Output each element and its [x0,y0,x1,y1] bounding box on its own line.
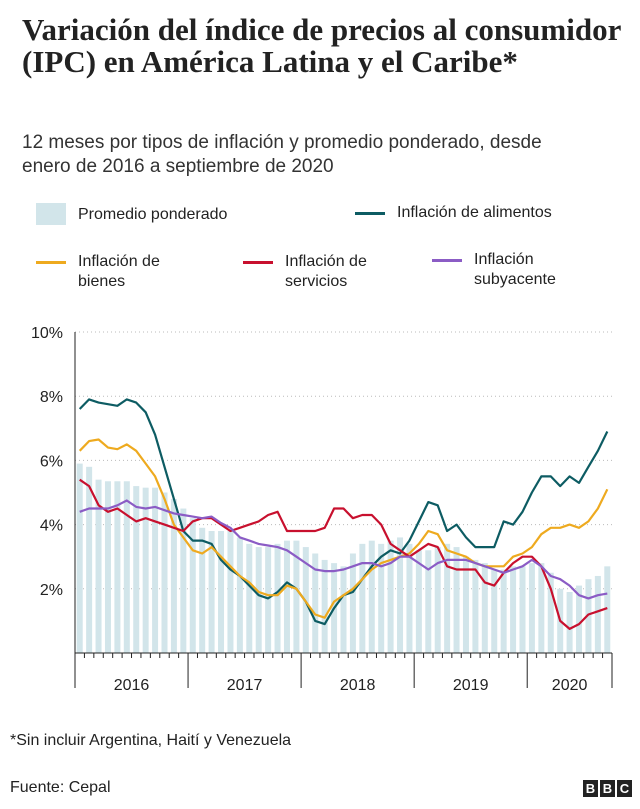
legend-label: Inflación subyacente [474,251,556,288]
legend-item: Inflación de alimentos [355,203,640,223]
bar [434,547,441,653]
bar [180,508,187,653]
bar [293,540,300,653]
bar [114,481,121,653]
y-tick-label: 10% [31,325,63,342]
bar [161,492,168,653]
bar [566,592,573,653]
line [79,478,608,630]
bar [236,537,243,653]
bar [142,487,149,653]
bar [227,531,234,653]
bar [500,569,507,653]
legend-label: Inflación de servicios [285,253,367,290]
legend-label: Inflación de bienes [78,253,160,290]
chart-title: Variación del índice de precios al consu… [22,12,621,79]
bar [472,559,479,653]
bar [528,563,535,653]
y-tick-label: 8% [40,389,63,406]
bar [95,479,102,653]
bar [255,547,262,653]
legend-swatch [36,261,66,264]
legend-item: Inflación subyacente [432,250,584,290]
line [78,438,609,619]
logo: B B C [583,780,632,797]
bar [491,569,498,653]
bar [378,543,385,653]
bar [547,572,554,653]
chart-subtitle: 12 meses por tipos de inflación y promed… [22,132,542,177]
bar [170,498,177,653]
legend-label: Promedio ponderado [78,206,228,223]
legend-swatch [36,203,66,225]
bar [76,463,83,653]
bar [133,486,140,653]
bar [359,543,366,653]
y-tick-label: 6% [40,453,63,470]
y-tick-label: 2% [40,582,63,599]
bar [576,585,583,653]
bar [218,531,225,653]
bar [444,543,451,653]
logo-letter: B [600,780,615,797]
bar [585,579,592,653]
footnote: *Sin incluir Argentina, Haití y Venezuel… [10,732,292,749]
bar [510,566,517,653]
x-tick-label: 2016 [114,677,150,694]
line [79,499,608,600]
bar [462,556,469,653]
x-tick-label: 2019 [453,677,489,694]
bar [265,547,272,653]
legend-swatch [243,261,273,264]
bar [274,543,281,653]
logo-letter: B [583,780,598,797]
bar [519,566,526,653]
bar [415,550,422,653]
x-tick-label: 2020 [552,677,588,694]
bar [425,550,432,653]
bar [152,487,159,653]
bar [340,566,347,653]
x-tick-label: 2017 [227,677,263,694]
bar [86,466,93,653]
bar [208,531,215,653]
x-tick-label: 2018 [340,677,376,694]
logo-letter: C [617,780,632,797]
legend-label: Inflación de alimentos [397,204,552,221]
legend-swatch [355,212,385,215]
bar [397,537,404,653]
source: Fuente: Cepal [10,779,111,796]
bar [538,563,545,653]
bar [123,481,130,653]
bar [481,563,488,653]
bar [189,518,196,653]
bar [406,543,413,653]
bar [312,553,319,653]
bar [387,540,394,653]
bar [594,575,601,653]
y-tick-label: 4% [40,518,63,535]
bar [321,559,328,653]
bar [368,540,375,653]
bar [283,540,290,653]
legend-item: Inflación de servicios [243,252,395,292]
bar [199,527,206,653]
legend-swatch [432,259,462,262]
bar [453,547,460,653]
legend-item: Inflación de bienes [36,252,188,292]
legend-item: Promedio ponderado [36,203,338,225]
bar [104,481,111,653]
bar [246,543,253,653]
bar [349,553,356,653]
bar [604,566,611,653]
